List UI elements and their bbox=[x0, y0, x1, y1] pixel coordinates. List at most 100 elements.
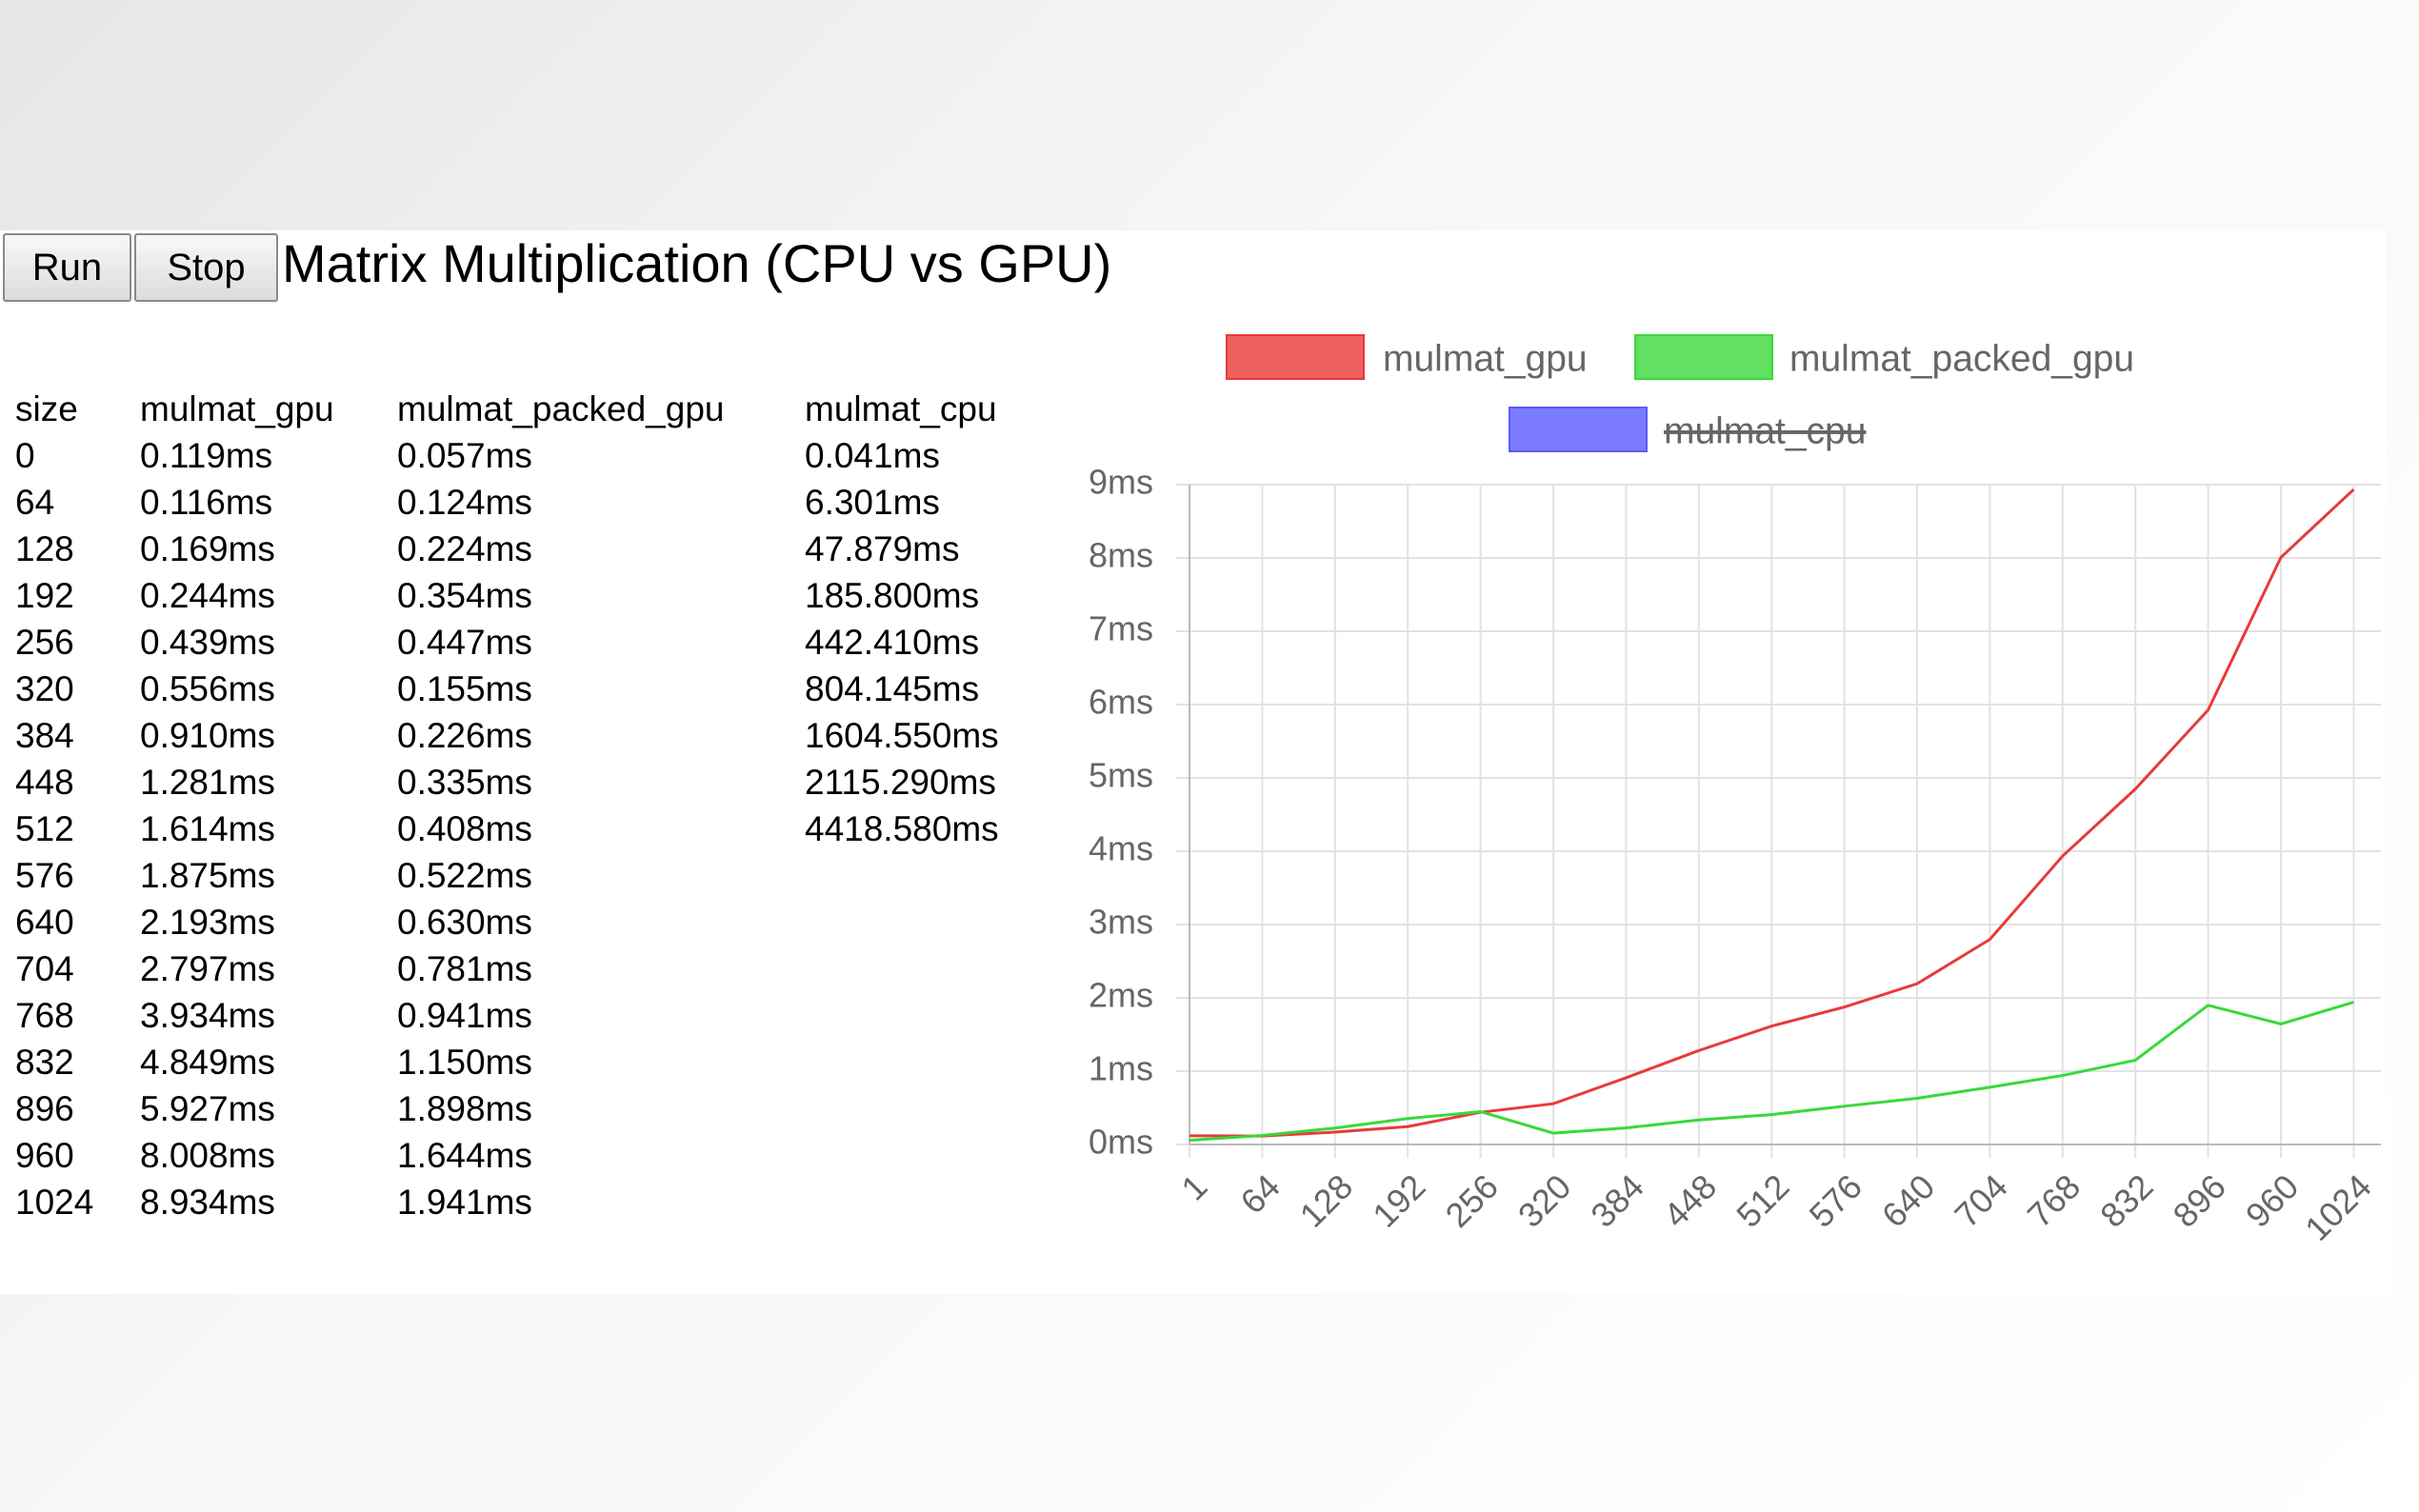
table-cell: 0.224ms bbox=[397, 529, 532, 568]
table-cell: 0.781ms bbox=[397, 949, 532, 988]
panel bbox=[0, 230, 2386, 1294]
table-cell: 512 bbox=[15, 809, 74, 848]
table-cell: 8.934ms bbox=[140, 1183, 275, 1222]
x-tick-label: 448 bbox=[1656, 1166, 1724, 1234]
x-tick-label: 512 bbox=[1729, 1166, 1796, 1234]
x-tick-label: 192 bbox=[1365, 1166, 1432, 1234]
table-header: mulmat_gpu bbox=[140, 389, 334, 428]
x-tick-label: 960 bbox=[2238, 1166, 2306, 1234]
table-cell: 960 bbox=[15, 1136, 74, 1175]
table-cell: 47.879ms bbox=[805, 529, 960, 568]
table-cell: 0.630ms bbox=[397, 903, 532, 942]
legend-swatch bbox=[1509, 407, 1648, 452]
table-cell: 5.927ms bbox=[140, 1089, 275, 1128]
run-button[interactable]: Run bbox=[3, 233, 131, 302]
y-tick-label: 2ms bbox=[1089, 976, 1153, 1015]
table-cell: 448 bbox=[15, 763, 74, 802]
table-cell: 0.556ms bbox=[140, 669, 275, 708]
title: Matrix Multiplication (CPU vs GPU) bbox=[282, 233, 1112, 293]
table-header: mulmat_cpu bbox=[805, 389, 997, 428]
table-cell: 0.447ms bbox=[397, 623, 532, 662]
table-cell: 1.644ms bbox=[397, 1136, 532, 1175]
table-cell: 1024 bbox=[15, 1183, 94, 1222]
table-cell: 384 bbox=[15, 716, 74, 755]
x-tick-label: 384 bbox=[1583, 1166, 1650, 1234]
table-cell: 64 bbox=[15, 483, 55, 522]
table-cell: 0.226ms bbox=[397, 716, 532, 755]
table-cell: 185.800ms bbox=[805, 576, 980, 615]
table-cell: 0.522ms bbox=[397, 856, 532, 895]
table-cell: 0 bbox=[15, 436, 35, 475]
table-cell: 0.354ms bbox=[397, 576, 532, 615]
table-cell: 128 bbox=[15, 529, 74, 568]
legend-label: mulmat_packed_gpu bbox=[1789, 338, 2134, 379]
x-tick-label: 64 bbox=[1232, 1166, 1287, 1221]
table-cell: 804.145ms bbox=[805, 669, 980, 708]
x-tick-label: 1 bbox=[1173, 1166, 1214, 1207]
legend-label: mulmat_cpu bbox=[1664, 410, 1866, 451]
table-cell: 0.335ms bbox=[397, 763, 532, 802]
table-cell: 2.193ms bbox=[140, 903, 275, 942]
y-tick-label: 0ms bbox=[1089, 1123, 1153, 1162]
x-tick-label: 128 bbox=[1292, 1166, 1360, 1234]
x-tick-label: 320 bbox=[1510, 1166, 1578, 1234]
y-tick-label: 1ms bbox=[1089, 1049, 1153, 1088]
table-cell: 256 bbox=[15, 623, 74, 662]
x-tick-label: 832 bbox=[2092, 1166, 2160, 1234]
x-tick-label: 576 bbox=[1802, 1166, 1869, 1234]
table-cell: 0.119ms bbox=[140, 436, 273, 475]
table-cell: 192 bbox=[15, 576, 74, 615]
table-cell: 896 bbox=[15, 1089, 74, 1128]
y-tick-label: 9ms bbox=[1089, 463, 1153, 502]
table-cell: 0.408ms bbox=[397, 809, 532, 848]
table-header: mulmat_packed_gpu bbox=[397, 389, 725, 428]
x-tick-label: 1024 bbox=[2297, 1166, 2379, 1248]
x-tick-label: 768 bbox=[2020, 1166, 2088, 1234]
table-cell: 442.410ms bbox=[805, 623, 980, 662]
table-cell: 3.934ms bbox=[140, 996, 275, 1035]
table-cell: 4418.580ms bbox=[805, 809, 999, 848]
table-cell: 0.155ms bbox=[397, 669, 532, 708]
table-header: size bbox=[15, 389, 78, 428]
legend-label: mulmat_gpu bbox=[1383, 338, 1588, 379]
table-cell: 704 bbox=[15, 949, 74, 988]
series-line bbox=[1189, 1001, 2354, 1143]
table-cell: 0.057ms bbox=[397, 436, 532, 475]
table-cell: 1.281ms bbox=[140, 763, 275, 802]
x-tick-label: 896 bbox=[2166, 1166, 2233, 1234]
y-tick-label: 8ms bbox=[1089, 536, 1153, 575]
x-tick-label: 256 bbox=[1438, 1166, 1506, 1234]
series-line bbox=[1189, 487, 2355, 1138]
table-cell: 1.898ms bbox=[397, 1089, 532, 1128]
table-cell: 1.875ms bbox=[140, 856, 275, 895]
table-cell: 1604.550ms bbox=[805, 716, 999, 755]
table-cell: 0.910ms bbox=[140, 716, 275, 755]
table-cell: 832 bbox=[15, 1043, 74, 1082]
table-cell: 1.150ms bbox=[397, 1043, 532, 1082]
table-cell: 8.008ms bbox=[140, 1136, 275, 1175]
stop-button[interactable]: Stop bbox=[134, 233, 278, 302]
legend-swatch bbox=[1226, 334, 1365, 380]
table-cell: 1.614ms bbox=[140, 809, 275, 848]
table-cell: 0.244ms bbox=[140, 576, 275, 615]
table-cell: 2.797ms bbox=[140, 949, 275, 988]
y-tick-label: 7ms bbox=[1089, 609, 1153, 648]
table-cell: 2115.290ms bbox=[805, 763, 996, 802]
y-tick-label: 4ms bbox=[1089, 829, 1153, 868]
table-cell: 4.849ms bbox=[140, 1043, 275, 1082]
table-cell: 6.301ms bbox=[805, 483, 940, 522]
table-cell: 0.041ms bbox=[805, 436, 940, 475]
y-tick-label: 5ms bbox=[1089, 756, 1153, 795]
table-cell: 0.169ms bbox=[140, 529, 275, 568]
table-cell: 0.124ms bbox=[397, 483, 532, 522]
table-cell: 768 bbox=[15, 996, 74, 1035]
legend-swatch bbox=[1634, 334, 1773, 380]
table-cell: 0.116ms bbox=[140, 483, 273, 522]
table-cell: 640 bbox=[15, 903, 74, 942]
table-cell: 320 bbox=[15, 669, 74, 708]
y-tick-label: 3ms bbox=[1089, 903, 1153, 942]
table-cell: 0.439ms bbox=[140, 623, 275, 662]
y-tick-label: 6ms bbox=[1089, 683, 1153, 722]
